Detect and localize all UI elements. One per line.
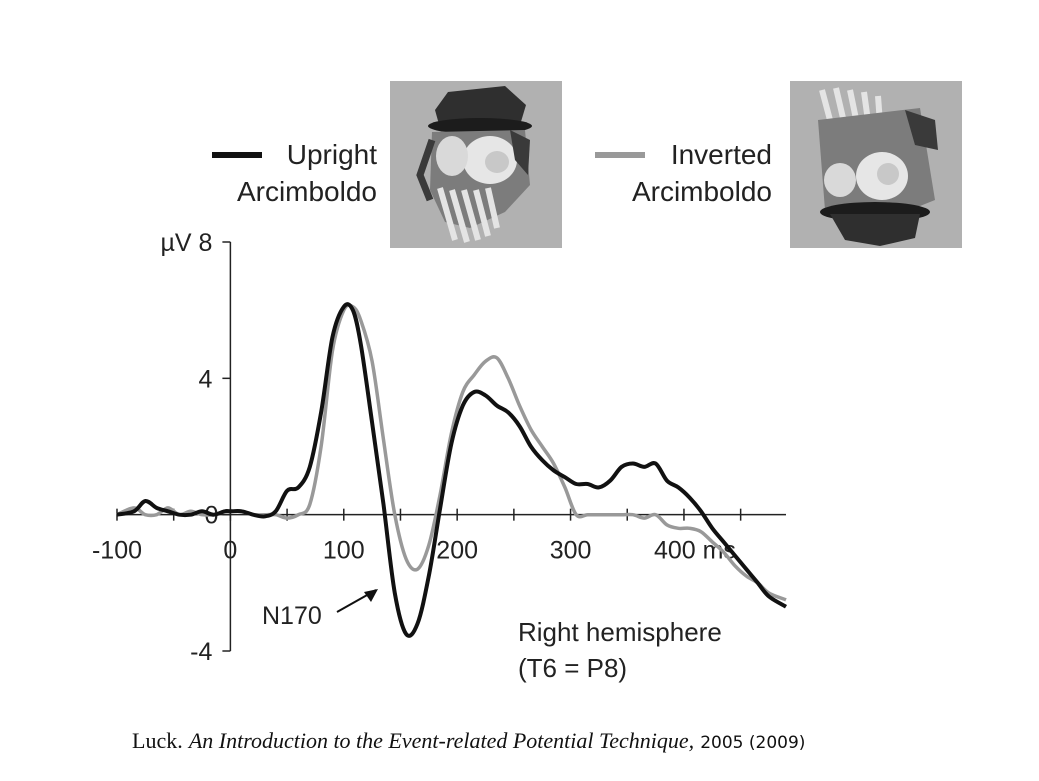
legend: Upright Arcimboldo Inverted Arcimboldo xyxy=(212,139,772,207)
electrode-label: (T6 = P8) xyxy=(518,653,627,683)
citation: Luck. An Introduction to the Event-relat… xyxy=(132,728,805,754)
x-tick-label: 300 xyxy=(550,537,592,565)
annotations: N170 Right hemisphere (T6 = P8) xyxy=(262,589,722,683)
x-tick-label: -100 xyxy=(92,537,142,565)
legend-label-inverted: Inverted xyxy=(671,139,772,170)
x-tick-label: 100 xyxy=(323,537,365,565)
y-tick-label: 4 xyxy=(198,365,212,393)
upright-arcimboldo-image xyxy=(390,81,562,248)
legend-label-inverted-line2: Arcimboldo xyxy=(632,176,772,207)
x-tick-label: 200 xyxy=(436,537,478,565)
n170-arrowhead xyxy=(364,589,378,602)
inverted-arcimboldo-image xyxy=(790,81,962,248)
citation-years: 2005 (2009) xyxy=(700,733,806,753)
hemisphere-label: Right hemisphere xyxy=(518,617,722,647)
series-layer xyxy=(116,302,788,638)
legend-label-upright: Upright xyxy=(287,139,377,170)
x-tick-label: 0 xyxy=(223,537,237,565)
y-tick-label: -4 xyxy=(190,638,212,666)
y-tick-label: µV 8 xyxy=(160,229,212,257)
axes xyxy=(116,241,786,652)
citation-book-title: An Introduction to the Event-related Pot… xyxy=(188,728,695,753)
legend-label-upright-line2: Arcimboldo xyxy=(237,176,377,207)
n170-label: N170 xyxy=(262,602,322,630)
series-line-upright xyxy=(116,302,788,638)
citation-author: Luck. xyxy=(132,728,183,753)
